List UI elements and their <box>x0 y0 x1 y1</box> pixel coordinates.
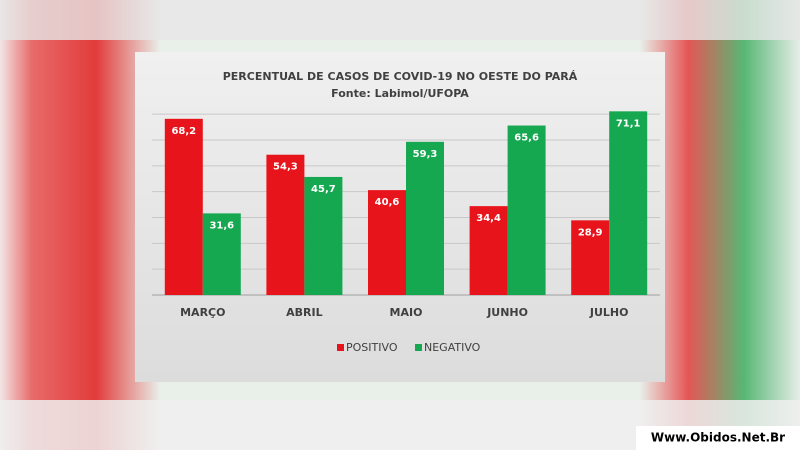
value-label: 31,6 <box>209 220 234 231</box>
bar <box>368 190 406 295</box>
bar <box>571 220 610 295</box>
x-tick-label: MARÇO <box>180 306 225 319</box>
value-label: 68,2 <box>171 126 196 137</box>
value-label: 40,6 <box>375 197 400 208</box>
bar <box>304 176 343 295</box>
value-label: 54,3 <box>273 162 298 173</box>
legend-label: POSITIVO <box>346 341 398 354</box>
value-label: 45,7 <box>311 184 336 195</box>
legend-swatch <box>415 344 422 351</box>
legend-label: NEGATIVO <box>424 341 481 354</box>
value-label: 28,9 <box>578 227 603 238</box>
bar <box>469 206 508 295</box>
bar <box>266 154 305 295</box>
watermark: Www.Obidos.Net.Br <box>651 431 785 445</box>
legend-swatch <box>337 344 344 351</box>
bar <box>507 125 546 296</box>
watermark-box <box>636 426 800 450</box>
x-tick-label: ABRIL <box>286 306 322 319</box>
bar <box>164 118 203 295</box>
background-top <box>0 0 800 40</box>
x-tick-label: JULHO <box>589 306 629 319</box>
value-label: 65,6 <box>514 133 539 144</box>
value-label: 34,4 <box>476 213 501 224</box>
x-tick-label: JUNHO <box>486 306 528 319</box>
bar <box>202 213 241 295</box>
chart-title: PERCENTUAL DE CASOS DE COVID-19 NO OESTE… <box>223 70 578 83</box>
value-label: 59,3 <box>413 149 438 160</box>
x-tick-label: MAIO <box>390 306 423 319</box>
bar <box>609 111 648 295</box>
chart-subtitle: Fonte: Labimol/UFOPA <box>331 87 469 100</box>
value-label: 71,1 <box>616 118 641 129</box>
bar <box>406 141 444 295</box>
